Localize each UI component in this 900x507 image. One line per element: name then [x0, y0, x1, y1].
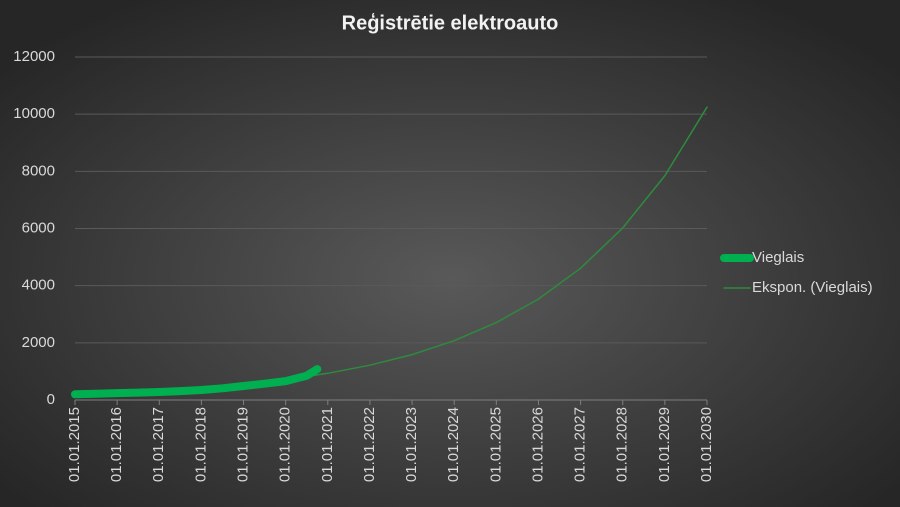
chart-title: Reģistrētie elektroauto — [342, 12, 559, 34]
y-tick-label: 6000 — [22, 219, 55, 236]
x-tick-label: 01.01.2015 — [66, 407, 83, 482]
legend-label: Vieglais — [752, 249, 804, 266]
y-tick-label: 12000 — [13, 48, 55, 65]
x-tick-label: 01.01.2028 — [614, 407, 631, 482]
x-tick-label: 01.01.2025 — [487, 407, 504, 482]
x-tick-label: 01.01.2027 — [572, 407, 589, 482]
y-tick-label: 4000 — [22, 277, 55, 294]
y-tick-label: 2000 — [22, 334, 55, 351]
x-tick-label: 01.01.2024 — [445, 407, 462, 482]
y-tick-label: 8000 — [22, 162, 55, 179]
x-tick-label: 01.01.2021 — [319, 407, 336, 482]
x-tick-label: 01.01.2030 — [698, 407, 715, 482]
x-tick-label: 01.01.2029 — [656, 407, 673, 482]
x-tick-label: 01.01.2026 — [529, 407, 546, 482]
x-tick-label: 01.01.2017 — [150, 407, 167, 482]
x-tick-label: 01.01.2019 — [235, 407, 252, 482]
x-tick-label: 01.01.2020 — [277, 407, 294, 482]
legend-label: Ekspon. (Vieglais) — [752, 279, 873, 296]
x-tick-label: 01.01.2022 — [361, 407, 378, 482]
x-tick-label: 01.01.2023 — [403, 407, 420, 482]
x-tick-label: 01.01.2018 — [192, 407, 209, 482]
x-tick-label: 01.01.2016 — [108, 407, 125, 482]
y-tick-label: 10000 — [13, 105, 55, 122]
series-line — [71, 365, 322, 399]
y-tick-label: 0 — [47, 391, 55, 408]
